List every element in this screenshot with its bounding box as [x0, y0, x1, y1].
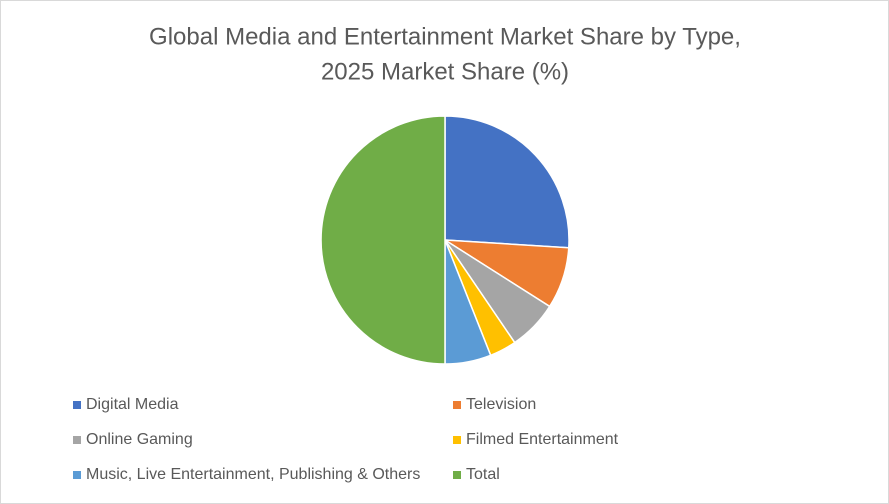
chart-title: 2025 Market Share (%)	[321, 58, 569, 85]
legend-label: Music, Live Entertainment, Publishing & …	[86, 466, 420, 483]
chart-title: Global Media and Entertainment Market Sh…	[149, 23, 741, 50]
legend-label: Online Gaming	[86, 431, 193, 448]
legend-swatch	[73, 436, 81, 444]
legend-label: Total	[466, 466, 500, 483]
legend-swatch	[453, 401, 461, 409]
legend-swatch	[73, 401, 81, 409]
legend-swatch	[453, 436, 461, 444]
legend-swatch	[73, 471, 81, 479]
legend-label: Digital Media	[86, 396, 179, 413]
pie-slice	[444, 115, 570, 249]
legend-label: Filmed Entertainment	[466, 431, 619, 448]
pie-slice	[320, 115, 446, 365]
legend-swatch	[453, 471, 461, 479]
legend-label: Television	[466, 396, 536, 413]
